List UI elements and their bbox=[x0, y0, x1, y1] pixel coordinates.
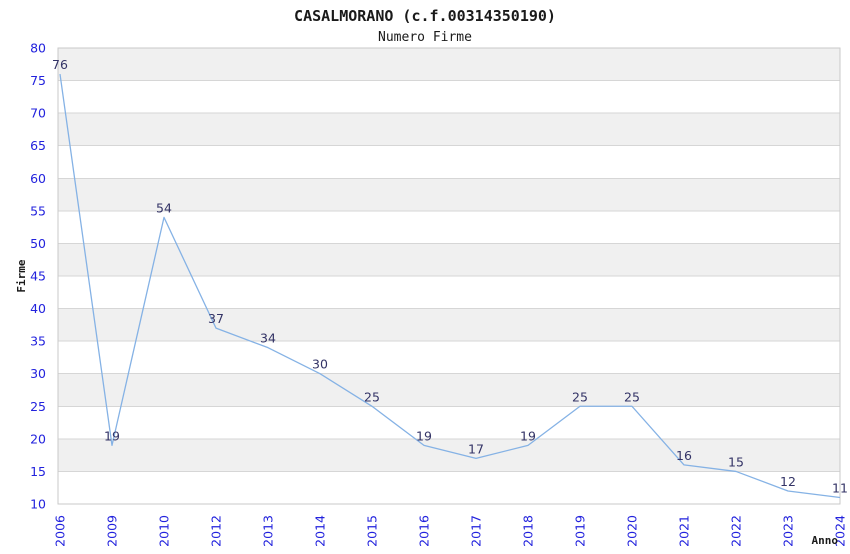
y-tick-label: 75 bbox=[30, 73, 46, 88]
point-label: 54 bbox=[156, 200, 172, 215]
x-tick-label: 2020 bbox=[625, 515, 640, 547]
point-label: 25 bbox=[624, 389, 640, 404]
y-tick-label: 15 bbox=[30, 464, 46, 479]
y-tick-label: 20 bbox=[30, 431, 46, 446]
point-label: 11 bbox=[832, 480, 848, 495]
y-tick-label: 60 bbox=[30, 171, 46, 186]
x-tick-label: 2023 bbox=[781, 515, 796, 547]
y-tick-label: 45 bbox=[30, 269, 46, 284]
plot-band bbox=[58, 113, 840, 146]
x-tick-label: 2013 bbox=[261, 515, 276, 547]
point-label: 16 bbox=[676, 448, 692, 463]
x-tick-label: 2012 bbox=[209, 515, 224, 547]
y-tick-label: 70 bbox=[30, 106, 46, 121]
point-label: 12 bbox=[780, 474, 796, 489]
x-tick-label: 2019 bbox=[573, 515, 588, 547]
point-label: 19 bbox=[104, 428, 120, 443]
x-tick-label: 2009 bbox=[105, 515, 120, 547]
x-tick-label: 2022 bbox=[729, 515, 744, 547]
y-tick-label: 55 bbox=[30, 203, 46, 218]
point-label: 76 bbox=[52, 57, 68, 72]
x-tick-label: 2016 bbox=[417, 515, 432, 547]
x-tick-label: 2024 bbox=[833, 515, 848, 547]
point-label: 17 bbox=[468, 441, 484, 456]
point-label: 30 bbox=[312, 357, 328, 372]
plot-band bbox=[58, 178, 840, 211]
plot-band bbox=[58, 438, 840, 472]
chart-subtitle: Numero Firme bbox=[378, 30, 472, 45]
x-tick-label: 2006 bbox=[53, 515, 68, 547]
series-line bbox=[59, 73, 841, 499]
y-tick-label: 65 bbox=[30, 138, 46, 153]
y-tick-label: 10 bbox=[30, 497, 46, 512]
plot-band bbox=[58, 48, 840, 81]
y-axis-title: Firme bbox=[15, 259, 28, 292]
y-tick-label: 30 bbox=[30, 366, 46, 381]
point-label: 25 bbox=[572, 389, 588, 404]
y-tick-label: 50 bbox=[30, 236, 46, 251]
point-label: 37 bbox=[208, 311, 224, 326]
plot-band bbox=[58, 373, 840, 407]
point-label: 15 bbox=[728, 454, 744, 469]
plot-band bbox=[58, 308, 840, 342]
y-tick-label: 25 bbox=[30, 399, 46, 414]
point-label: 19 bbox=[416, 428, 432, 443]
x-tick-label: 2010 bbox=[157, 515, 172, 547]
x-tick-label: 2018 bbox=[521, 515, 536, 547]
plot-band bbox=[58, 243, 840, 276]
y-tick-label: 40 bbox=[30, 301, 46, 316]
x-tick-label: 2015 bbox=[365, 515, 380, 547]
point-label: 19 bbox=[520, 428, 536, 443]
x-axis-title: Anno bbox=[812, 534, 839, 547]
chart-title: CASALMORANO (c.f.00314350190) bbox=[294, 7, 556, 25]
x-tick-label: 2021 bbox=[677, 515, 692, 547]
plot-border bbox=[57, 47, 841, 505]
x-tick-label: 2017 bbox=[469, 515, 484, 547]
y-tick-label: 35 bbox=[30, 334, 46, 349]
point-label: 34 bbox=[260, 331, 276, 346]
y-tick-label: 80 bbox=[30, 41, 46, 56]
x-tick-label: 2014 bbox=[313, 515, 328, 547]
point-label: 25 bbox=[364, 389, 380, 404]
plot-area: 10 15 20 25 30 35 40 45 50 55 60 65 70 75 80 2006 2009 20… bbox=[30, 41, 848, 547]
